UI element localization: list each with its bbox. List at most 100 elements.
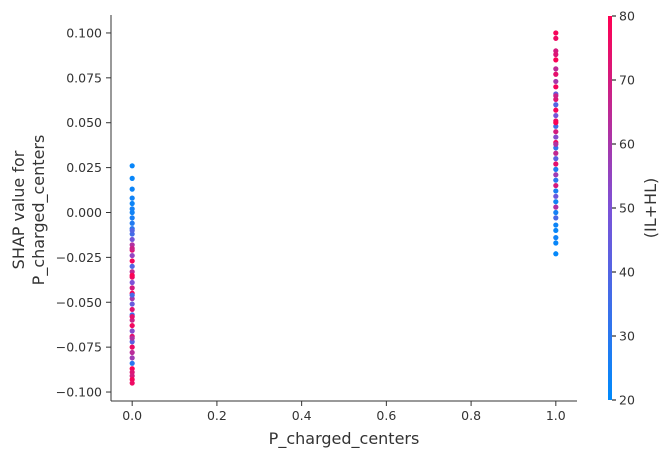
x-tick-label: 0.8 — [461, 408, 481, 423]
scatter-point — [129, 292, 135, 298]
scatter-point — [553, 227, 559, 234]
scatter-point — [553, 35, 559, 41]
scatter-point — [129, 285, 135, 291]
y-ticks: −0.100 −0.075 −0.050 −0.025 0.000 0.025 0.050 0… — [56, 25, 111, 400]
scatter-point — [553, 102, 559, 108]
scatter-point — [553, 78, 559, 85]
scatter-point — [129, 258, 135, 264]
scatter-point — [553, 150, 559, 156]
x-tick-label: 0.4 — [292, 408, 312, 423]
scatter-point — [553, 112, 559, 119]
scatter-point — [129, 369, 135, 375]
scatter-point — [553, 57, 559, 63]
scatter-point — [129, 279, 135, 286]
scatter-point — [129, 242, 135, 248]
scatter-point — [129, 366, 135, 372]
y-tick-label: −0.050 — [56, 295, 102, 310]
scatter-points — [129, 30, 559, 386]
colorbar-label: (IL+HL) — [641, 178, 660, 238]
y-tick-label: 0.075 — [66, 70, 102, 85]
scatter-point — [553, 240, 559, 246]
scatter-point — [129, 227, 135, 234]
scatter-point — [553, 145, 559, 151]
scatter-point — [129, 220, 135, 226]
scatter-point — [129, 344, 135, 350]
colorbar-tick-label: 40 — [619, 265, 635, 280]
scatter-point — [129, 328, 135, 334]
y-tick-label: 0.025 — [66, 160, 102, 175]
scatter-point — [553, 123, 559, 129]
scatter-point — [553, 215, 559, 221]
scatter-point — [129, 206, 135, 212]
scatter-point — [129, 322, 135, 329]
scatter-point — [129, 373, 135, 379]
scatter-point — [129, 380, 135, 386]
scatter-point — [553, 120, 559, 126]
x-tick-label: 0.6 — [376, 408, 396, 423]
colorbar — [608, 16, 612, 400]
y-tick-label: −0.075 — [56, 340, 102, 355]
scatter-point — [553, 93, 559, 99]
colorbar-tick-label: 20 — [619, 393, 635, 408]
scatter-point — [553, 48, 559, 54]
scatter-point — [553, 30, 559, 36]
scatter-point — [129, 272, 135, 278]
scatter-point — [129, 200, 135, 207]
scatter-point — [129, 376, 135, 383]
y-tick-label: 0.050 — [66, 115, 102, 130]
scatter-point — [553, 199, 559, 205]
scatter-point — [129, 349, 135, 356]
x-axis-title: P_charged_centers — [269, 429, 420, 449]
scatter-point — [129, 236, 135, 243]
scatter-point — [129, 296, 135, 302]
x-tick-label: 0.2 — [207, 408, 227, 423]
x-ticks: 0.0 0.2 0.4 0.6 0.8 1.0 — [122, 401, 566, 423]
scatter-point — [129, 355, 135, 361]
y-axis-title-line2: P_charged_centers — [29, 135, 49, 286]
scatter-point — [553, 66, 559, 72]
scatter-point — [129, 186, 135, 192]
scatter-point — [553, 251, 559, 257]
scatter-point — [129, 263, 135, 269]
colorbar-tick-label: 30 — [619, 329, 635, 344]
scatter-point — [553, 235, 559, 241]
scatter-point — [129, 209, 135, 216]
scatter-point — [553, 182, 559, 189]
x-tick-label: 0.0 — [122, 408, 142, 423]
scatter-point — [553, 107, 559, 113]
scatter-point — [553, 166, 559, 172]
scatter-point — [129, 317, 135, 323]
colorbar-tick-label: 80 — [619, 9, 635, 24]
scatter-point — [129, 195, 135, 201]
scatter-point — [129, 314, 135, 320]
scatter-point — [129, 175, 135, 181]
scatter-point — [129, 335, 135, 341]
scatter-point — [129, 269, 135, 275]
scatter-point — [129, 301, 135, 307]
scatter-point — [129, 360, 135, 366]
scatter-point — [553, 129, 559, 135]
y-tick-label: 0.100 — [66, 25, 102, 40]
scatter-point — [553, 193, 559, 199]
scatter-point — [129, 245, 135, 251]
scatter-point — [553, 188, 559, 194]
scatter-point — [553, 177, 559, 183]
scatter-point — [553, 141, 559, 147]
y-tick-label: −0.025 — [56, 250, 102, 265]
y-axis-title-line1: SHAP value for — [9, 150, 28, 269]
colorbar-ticks: 20 30 40 50 60 70 80 — [612, 9, 635, 408]
scatter-point — [553, 71, 559, 77]
scatter-point — [553, 134, 559, 140]
scatter-point — [129, 231, 135, 237]
y-tick-label: −0.100 — [56, 385, 102, 400]
scatter-point — [553, 96, 559, 102]
scatter-point — [129, 215, 135, 221]
scatter-point — [129, 252, 135, 259]
scatter-point — [553, 161, 559, 167]
scatter-point — [553, 209, 559, 216]
colorbar-tick-label: 70 — [619, 73, 635, 88]
scatter-point — [553, 172, 559, 178]
y-tick-label: 0.000 — [66, 205, 102, 220]
scatter-point — [129, 339, 135, 345]
colorbar-tick-label: 50 — [619, 201, 635, 216]
